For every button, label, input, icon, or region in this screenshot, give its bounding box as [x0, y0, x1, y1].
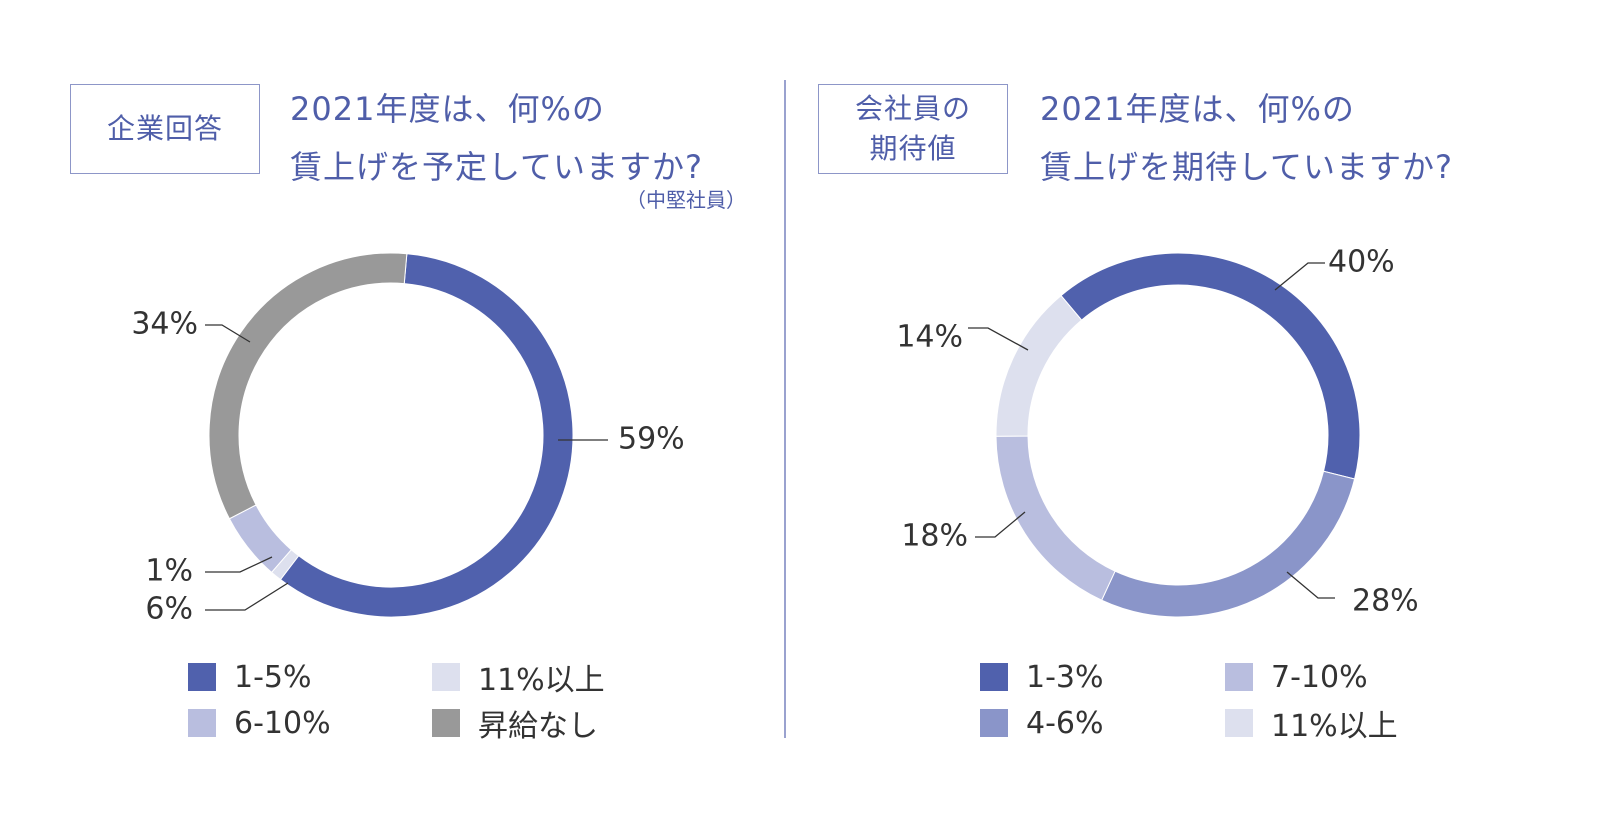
legend-item-昇給なし: 昇給なし: [432, 703, 598, 744]
value-label-7-10%: 18%: [901, 519, 968, 554]
leader-line-11%以上: [205, 556, 273, 573]
legend-label: 6-10%: [234, 705, 331, 741]
donut-slice-7-10%: [995, 435, 1116, 601]
company-answer-badge: 企業回答: [70, 84, 260, 174]
legend-item-11%以上: 11%以上: [1225, 703, 1398, 744]
legend-item-11%以上: 11%以上: [432, 657, 605, 698]
legend-item-1-5%: 1-5%: [188, 657, 312, 697]
employee-expectation-badge: 会社員の 期待値: [818, 84, 1008, 174]
legend-swatch: [188, 709, 216, 737]
value-label-1-5%: 59%: [618, 422, 685, 457]
donut-slice-1-5%: [279, 253, 574, 618]
legend-label: 1-5%: [234, 659, 312, 695]
legend-label: 1-3%: [1026, 659, 1104, 695]
leader-line-4-6%: [1286, 571, 1335, 599]
legend-label: 7-10%: [1271, 659, 1368, 695]
legend-swatch: [980, 709, 1008, 737]
legend-label: 11%以上: [478, 663, 605, 698]
legend-swatch: [980, 663, 1008, 691]
company-note: （中堅社員）: [626, 188, 746, 212]
employee-question-title: 2021年度は、何%の 賃上げを期待していますか?: [1040, 90, 1454, 186]
legend-item-6-10%: 6-10%: [188, 703, 331, 743]
leader-line-11%以上: [968, 327, 1029, 351]
company-question-title: 2021年度は、何%の 賃上げを予定していますか?: [290, 90, 704, 186]
legend-label: 11%以上: [1271, 709, 1398, 744]
legend-swatch: [188, 663, 216, 691]
legend-item-1-3%: 1-3%: [980, 657, 1104, 697]
leader-line-昇給なし: [205, 324, 251, 343]
legend-item-7-10%: 7-10%: [1225, 657, 1368, 697]
legend-swatch: [432, 709, 460, 737]
value-label-4-6%: 28%: [1352, 584, 1419, 619]
donut-slice-4-6%: [1100, 470, 1356, 618]
donut-slice-昇給なし: [208, 252, 408, 520]
panel-divider: [784, 80, 786, 738]
legend-swatch: [1225, 709, 1253, 737]
legend-label: 4-6%: [1026, 705, 1104, 741]
leader-line-6-10%: [205, 582, 289, 611]
value-label-昇給なし: 34%: [131, 307, 198, 342]
donut-slice-1-3%: [1060, 252, 1361, 480]
value-label-1-3%: 40%: [1328, 245, 1395, 280]
legend-label: 昇給なし: [478, 709, 598, 744]
leader-line-7-10%: [975, 511, 1026, 538]
legend-swatch: [1225, 663, 1253, 691]
legend-swatch: [432, 663, 460, 691]
company-donut-chart: 59% 1%6% 34%: [131, 252, 685, 627]
legend-item-4-6%: 4-6%: [980, 703, 1104, 743]
company-answer-panel: 企業回答 2021年度は、何%の 賃上げを予定していますか? （中堅社員） 59…: [0, 0, 800, 837]
value-label-6-10%: 6%: [145, 592, 193, 627]
donut-slice-11%以上: [995, 294, 1083, 437]
value-label-11%以上: 1%: [145, 554, 193, 589]
value-label-11%以上: 14%: [896, 320, 963, 355]
employee-expectation-panel: 会社員の 期待値 2021年度は、何%の 賃上げを期待していますか? 40% 28…: [800, 0, 1600, 837]
leader-line-1-3%: [1274, 262, 1325, 291]
employee-donut-chart: 40% 28% 18% 14%: [896, 245, 1419, 619]
